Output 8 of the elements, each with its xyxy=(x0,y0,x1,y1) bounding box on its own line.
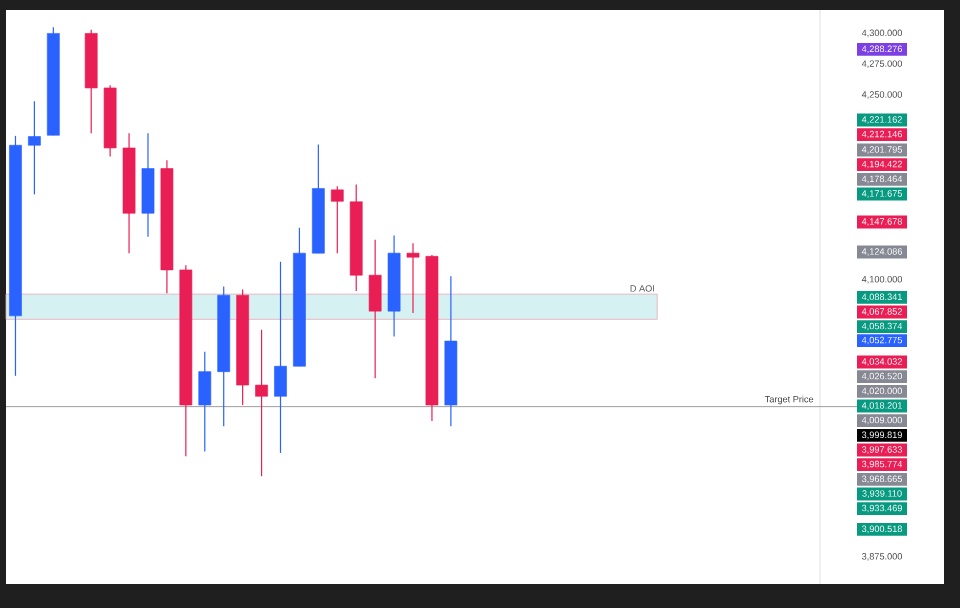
candlestick xyxy=(330,185,344,254)
candlestick xyxy=(406,242,420,314)
candlestick xyxy=(141,132,155,238)
candlestick xyxy=(198,351,212,453)
candlestick xyxy=(255,329,268,477)
candlestick xyxy=(368,239,382,379)
candlestick xyxy=(28,100,41,195)
candlestick xyxy=(274,261,287,454)
